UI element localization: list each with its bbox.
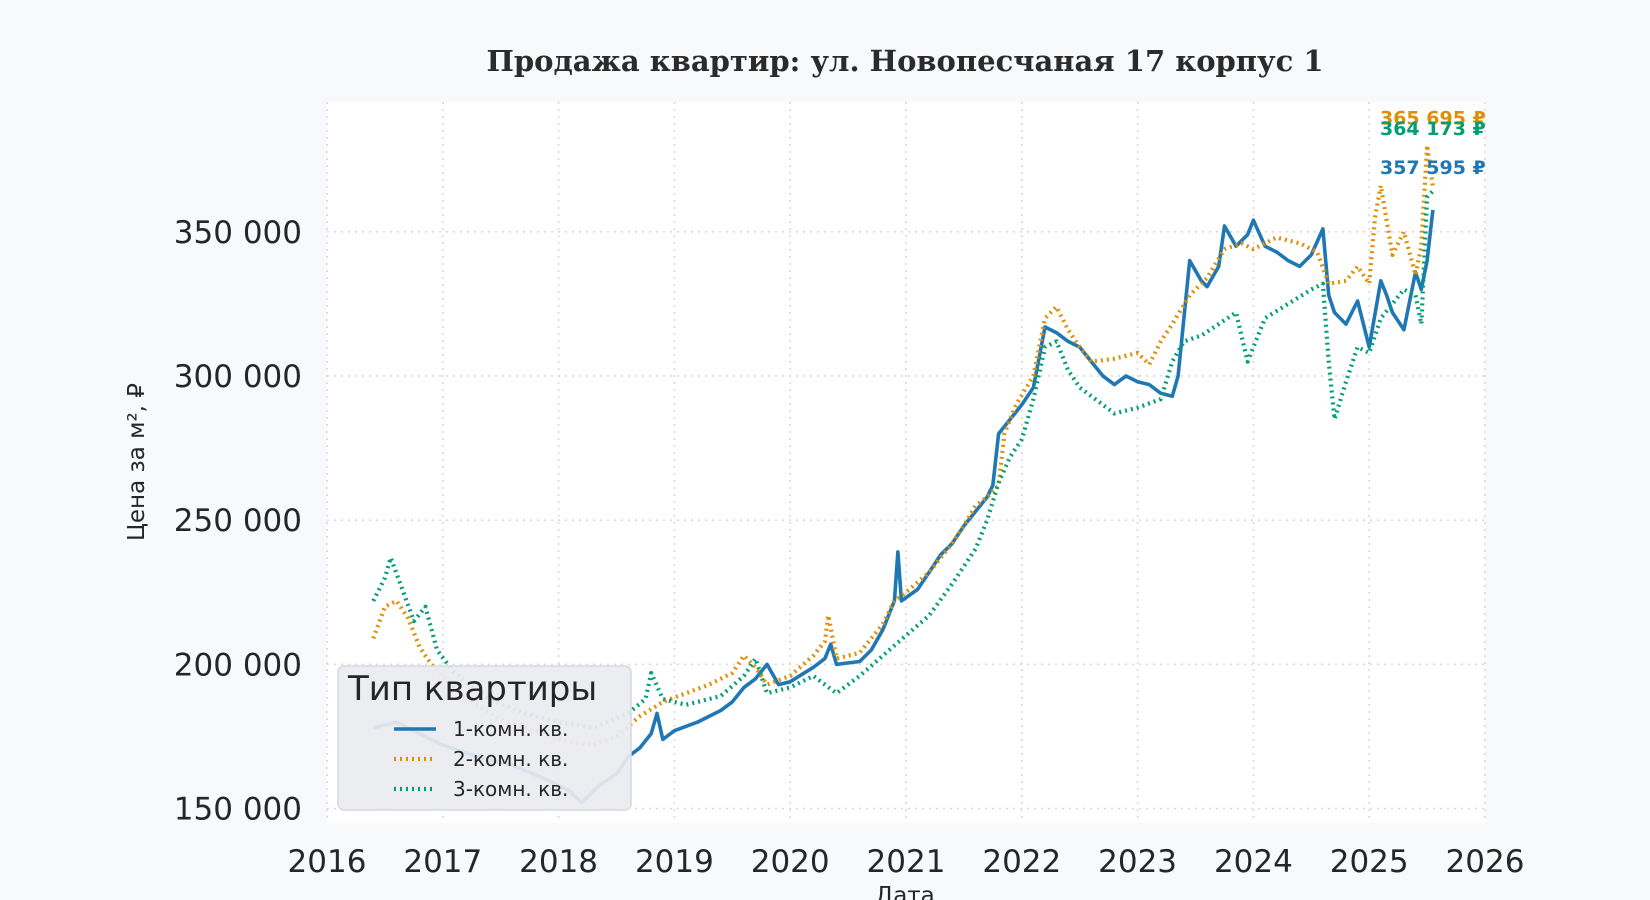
legend-entry-label: 2-комн. кв. xyxy=(453,747,568,771)
legend-entries: 1-комн. кв. 2-комн. кв. 3-комн. кв. xyxy=(394,717,568,801)
x-tick-label: 2020 xyxy=(751,844,830,880)
end-value-label: 365 695 ₽ xyxy=(1380,108,1486,130)
x-axis-label: Дата xyxy=(875,883,935,900)
end-value-label: 357 595 ₽ xyxy=(1380,157,1486,179)
legend: Тип квартиры 1-комн. кв. 2-комн. кв. 3-ком… xyxy=(337,665,632,811)
y-tick-label: 300 000 xyxy=(174,359,302,395)
x-tick-label: 2016 xyxy=(288,844,367,880)
tick-labels: 2016 2017 2018 2019 2020 2021 2022 2023 2024 2025… xyxy=(174,215,1525,880)
x-tick-label: 2021 xyxy=(867,844,946,880)
chart-title: Продажа квартир: ул. Новопесчаная 17 кор… xyxy=(486,44,1323,78)
y-tick-label: 200 000 xyxy=(174,647,302,683)
y-tick-label: 250 000 xyxy=(174,503,302,539)
y-axis-label: Цена за м², ₽ xyxy=(124,383,150,541)
legend-box xyxy=(337,665,632,811)
x-tick-label: 2023 xyxy=(1098,844,1177,880)
legend-entry-label: 3-комн. кв. xyxy=(453,777,568,801)
end-value-label: 364 173 ₽ xyxy=(1380,118,1486,140)
x-tick-label: 2019 xyxy=(635,844,714,880)
end-labels: 357 595 ₽ 365 695 ₽364 173 ₽ xyxy=(1380,108,1486,179)
legend-title: Тип квартиры xyxy=(347,669,597,709)
x-tick-label: 2024 xyxy=(1214,844,1293,880)
legend-entry-label: 1-комн. кв. xyxy=(453,717,568,741)
x-tick-label: 2017 xyxy=(403,844,482,880)
x-tick-label: 2018 xyxy=(519,844,598,880)
y-tick-label: 350 000 xyxy=(174,215,302,251)
x-tick-label: 2026 xyxy=(1446,844,1525,880)
series-line-1 xyxy=(372,209,1435,805)
x-tick-label: 2025 xyxy=(1330,844,1409,880)
x-tick-label: 2022 xyxy=(982,844,1061,880)
y-tick-label: 150 000 xyxy=(174,792,302,828)
